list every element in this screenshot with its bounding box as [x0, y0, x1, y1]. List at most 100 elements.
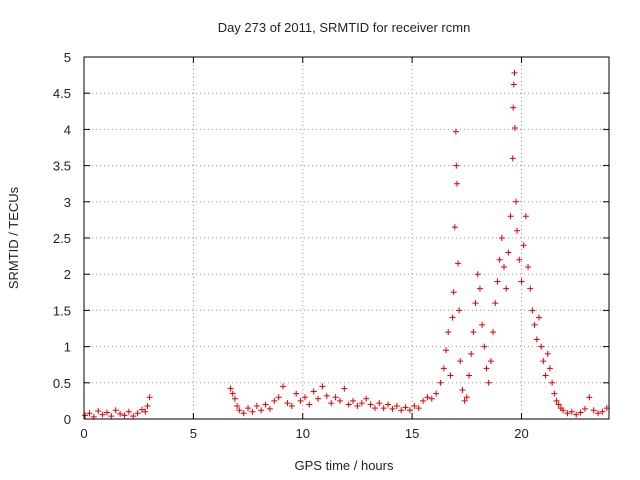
x-tick-label: 0	[80, 426, 87, 441]
data-point	[540, 358, 547, 365]
data-point	[385, 401, 392, 408]
data-point	[485, 379, 492, 386]
chart-title: Day 273 of 2011, SRMTID for receiver rcm…	[218, 20, 471, 35]
data-point	[459, 387, 466, 394]
data-point	[363, 395, 370, 402]
y-tick-label: 3.5	[53, 159, 71, 174]
y-tick-label: 1.5	[53, 303, 71, 318]
data-point	[271, 397, 278, 404]
data-point	[449, 314, 456, 321]
data-point	[518, 278, 525, 285]
data-point	[498, 235, 505, 241]
data-point	[402, 404, 409, 411]
data-point	[253, 402, 260, 409]
data-point	[354, 402, 361, 409]
data-point	[288, 402, 295, 409]
data-point	[82, 412, 89, 419]
y-tick-label: 4.5	[53, 86, 71, 101]
data-point	[229, 390, 236, 397]
y-tick-label: 5	[64, 50, 71, 65]
data-point	[103, 409, 110, 416]
data-point	[505, 249, 512, 256]
data-point	[573, 411, 580, 418]
data-point	[466, 372, 472, 379]
data-point	[280, 383, 287, 390]
data-point	[555, 401, 562, 408]
data-point	[433, 390, 440, 397]
data-point	[406, 407, 413, 414]
data-point	[510, 81, 517, 88]
data-point	[130, 413, 137, 420]
data-point	[86, 410, 93, 417]
data-point	[474, 271, 481, 278]
data-point	[599, 408, 606, 415]
data-point	[542, 372, 549, 379]
data-point	[452, 128, 459, 135]
data-point	[529, 307, 536, 314]
data-point	[393, 402, 400, 409]
x-tick-label: 5	[190, 426, 197, 441]
data-point	[310, 388, 317, 395]
data-point	[533, 336, 540, 343]
data-point	[262, 401, 269, 408]
data-point	[411, 402, 418, 409]
data-point	[456, 307, 463, 314]
x-tick-label: 10	[296, 426, 310, 441]
data-point	[398, 407, 405, 414]
data-point	[551, 390, 558, 397]
data-point	[470, 329, 477, 336]
data-point	[367, 401, 374, 408]
data-point	[297, 397, 304, 404]
data-point	[443, 347, 450, 354]
data-point	[525, 263, 532, 270]
data-point	[490, 329, 497, 336]
data-point	[231, 395, 238, 402]
data-point	[451, 224, 458, 231]
grid-lines	[84, 57, 609, 419]
data-point	[536, 314, 542, 321]
data-point	[236, 407, 243, 414]
data-point	[293, 390, 300, 397]
data-point	[144, 402, 151, 409]
y-tick-label: 2	[64, 267, 71, 282]
data-point	[463, 394, 470, 401]
data-point	[380, 405, 387, 412]
data-point	[581, 405, 588, 412]
data-point	[479, 321, 486, 328]
y-tick-label: 1	[64, 340, 71, 355]
data-point	[522, 213, 529, 220]
data-point	[461, 397, 468, 404]
data-point	[544, 350, 551, 357]
y-tick-label: 3	[64, 195, 71, 210]
data-point	[511, 69, 518, 76]
data-point	[507, 213, 514, 220]
data-point	[510, 104, 517, 111]
data-point	[527, 285, 534, 292]
y-tick-label: 2.5	[53, 231, 71, 246]
data-point	[453, 180, 460, 187]
data-point	[586, 394, 593, 401]
x-axis-title: GPS time / hours	[295, 458, 394, 473]
data-point	[108, 413, 115, 420]
data-point	[577, 409, 584, 416]
data-point	[371, 405, 378, 412]
y-tick-label: 0	[64, 412, 71, 427]
data-point	[590, 407, 597, 414]
data-point	[142, 408, 149, 415]
data-point	[125, 408, 132, 415]
data-point	[520, 242, 527, 249]
data-point	[112, 407, 119, 414]
data-point	[511, 124, 518, 131]
data-point	[496, 256, 503, 263]
data-point	[472, 300, 479, 307]
data-point	[415, 405, 422, 412]
data-point	[538, 343, 545, 350]
data-point	[258, 407, 265, 414]
data-point	[266, 405, 273, 412]
data-point	[345, 401, 352, 408]
x-tick-label: 20	[514, 426, 528, 441]
y-tick-label: 0.5	[53, 376, 71, 391]
data-point	[99, 411, 106, 418]
data-point	[445, 329, 452, 336]
data-point	[509, 155, 516, 162]
